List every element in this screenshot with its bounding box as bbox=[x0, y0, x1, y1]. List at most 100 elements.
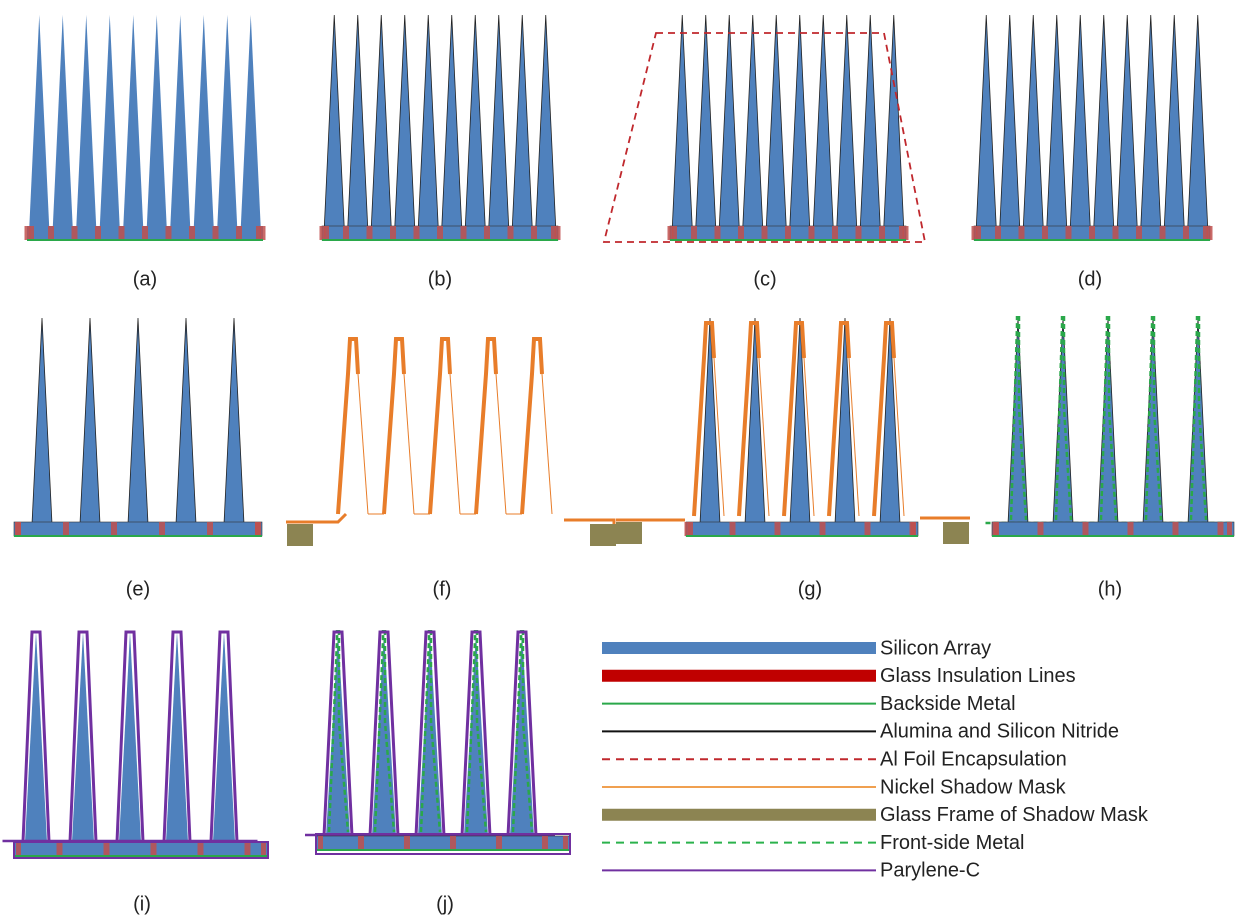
needle bbox=[859, 14, 881, 229]
glass-insulation bbox=[261, 842, 266, 856]
glass-insulation bbox=[413, 226, 420, 240]
silicon-base bbox=[13, 841, 269, 857]
front-side-metal bbox=[373, 630, 385, 833]
glass-insulation bbox=[808, 226, 815, 240]
nickel-mask bbox=[872, 321, 896, 517]
needle bbox=[1187, 14, 1209, 229]
needle bbox=[695, 14, 717, 229]
panel-label: (f) bbox=[433, 578, 452, 600]
glass-insulation bbox=[207, 522, 213, 536]
needle bbox=[76, 15, 97, 228]
needle bbox=[417, 14, 439, 229]
nickel-mask bbox=[520, 337, 544, 515]
glass-insulation bbox=[994, 522, 999, 536]
front-side-metal bbox=[1062, 316, 1073, 521]
parylene bbox=[322, 630, 354, 837]
glass-insulation bbox=[404, 836, 410, 850]
nickel-mask bbox=[692, 321, 716, 517]
needle bbox=[52, 15, 73, 228]
silicon-base bbox=[13, 521, 263, 537]
parylene bbox=[315, 833, 571, 855]
nickel-mask bbox=[782, 321, 806, 517]
front-side-metal bbox=[1099, 316, 1109, 521]
nickel-mask bbox=[428, 337, 452, 515]
panel-label: (h) bbox=[1098, 578, 1122, 600]
glass-insulation bbox=[1159, 226, 1166, 240]
nickel-mask-thin bbox=[495, 373, 507, 515]
front-side-metal bbox=[1054, 316, 1064, 521]
needle bbox=[146, 15, 167, 228]
panel-label: (j) bbox=[436, 893, 454, 915]
glass-insulation bbox=[691, 226, 697, 240]
needle bbox=[1046, 14, 1068, 229]
needle bbox=[223, 317, 245, 525]
glass-insulation bbox=[995, 226, 1001, 240]
panel-label: (c) bbox=[753, 268, 776, 290]
front-side-metal bbox=[337, 630, 350, 833]
needle bbox=[394, 14, 416, 229]
glass-insulation bbox=[864, 522, 871, 536]
glass-insulation bbox=[118, 226, 125, 240]
glass-insulation bbox=[531, 226, 537, 240]
glass-insulation bbox=[71, 226, 78, 240]
glass-insulation bbox=[1065, 226, 1072, 240]
glass-insulation bbox=[554, 226, 561, 240]
glass-insulation bbox=[236, 226, 242, 240]
glass-insulation bbox=[738, 226, 744, 240]
glass-insulation bbox=[16, 842, 21, 856]
needle bbox=[99, 15, 120, 228]
panel-label: (a) bbox=[133, 268, 157, 290]
nickel-mask-thin bbox=[449, 373, 461, 515]
front-side-metal bbox=[383, 630, 396, 833]
needle bbox=[1163, 14, 1185, 229]
glass-insulation bbox=[832, 226, 838, 240]
front-side-metal bbox=[419, 630, 431, 833]
nickel-mask-thin bbox=[713, 357, 725, 517]
al-foil bbox=[602, 32, 927, 243]
needle bbox=[1093, 14, 1115, 229]
needle bbox=[812, 14, 834, 229]
glass-insulation bbox=[1037, 522, 1044, 536]
needle bbox=[765, 14, 787, 229]
glass-insulation bbox=[460, 226, 467, 240]
glass-insulation bbox=[343, 226, 349, 240]
nickel-mask bbox=[827, 321, 851, 517]
front-side-metal bbox=[327, 630, 339, 833]
glass-insulation bbox=[1112, 226, 1119, 240]
front-side-metal bbox=[1017, 316, 1028, 521]
glass-insulation bbox=[1136, 226, 1142, 240]
silicon-base bbox=[991, 521, 1235, 537]
needle bbox=[79, 317, 101, 525]
needle bbox=[123, 15, 144, 228]
glass-insulation bbox=[450, 836, 456, 850]
glass-insulation bbox=[729, 522, 736, 536]
glass-insulation bbox=[667, 226, 674, 240]
glass-insulation bbox=[197, 842, 204, 856]
glass-insulation bbox=[63, 522, 69, 536]
needle bbox=[29, 15, 50, 228]
needle bbox=[175, 317, 197, 525]
needle bbox=[464, 14, 486, 229]
glass-insulation bbox=[95, 226, 101, 240]
legend-label: Alumina and Silicon Nitride bbox=[880, 721, 1119, 743]
glass-insulation bbox=[255, 522, 260, 536]
front-side-metal bbox=[511, 630, 523, 833]
front-side-metal bbox=[429, 630, 442, 833]
glass-insulation bbox=[1217, 522, 1224, 536]
front-side-metal bbox=[1009, 316, 1019, 521]
silicon-base bbox=[315, 835, 571, 851]
needle bbox=[31, 317, 53, 525]
front-side-metal bbox=[1152, 316, 1163, 521]
needle bbox=[193, 15, 214, 228]
glass-insulation bbox=[976, 226, 981, 240]
glass-insulation bbox=[142, 226, 148, 240]
glass-insulation bbox=[189, 226, 195, 240]
parylene bbox=[209, 630, 239, 843]
needle bbox=[72, 632, 94, 842]
glass-insulation bbox=[899, 226, 904, 240]
glass-insulation bbox=[819, 522, 826, 536]
glass-insulation bbox=[507, 226, 514, 240]
glass-insulation bbox=[971, 226, 978, 240]
needle bbox=[370, 14, 392, 229]
